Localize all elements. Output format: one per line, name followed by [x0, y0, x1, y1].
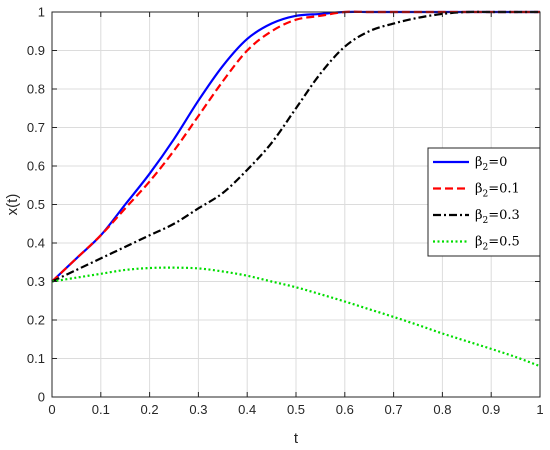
y-tick-label: 0.7: [27, 120, 45, 135]
x-tick-label: 0: [48, 402, 55, 417]
series-line-3: [51, 266, 541, 368]
ticks: [51, 11, 541, 398]
y-tick-label: 0.9: [27, 43, 45, 58]
x-tick-labels: 0 0.1 0.2 0.3 0.4 0.5 0.6 0.7 0.8 0.9 1: [48, 402, 543, 417]
x-tick-label: 0.1: [92, 402, 110, 417]
legend-label-2: β2=0.3: [475, 208, 520, 226]
y-tick-label: 1: [38, 5, 45, 20]
y-tick-label: 0.8: [27, 82, 45, 97]
legend-label-0: β2=0: [475, 155, 507, 173]
y-tick-label: 0.5: [27, 197, 45, 212]
y-tick-label: 0.4: [27, 236, 45, 251]
y-tick-labels: 0 0.1 0.2 0.3 0.4 0.5 0.6 0.7 0.8 0.9 1: [27, 5, 45, 405]
x-tick-label: 0.2: [141, 402, 159, 417]
y-tick-label: 0.6: [27, 159, 45, 174]
x-tick-label: 0.5: [287, 402, 305, 417]
y-tick-label: 0.3: [27, 274, 45, 289]
y-axis-label: x(t): [4, 194, 21, 216]
x-axis-label: t: [294, 430, 299, 447]
y-tick-label: 0: [38, 390, 45, 405]
x-tick-label: 0.4: [238, 402, 256, 417]
x-tick-label: 1: [536, 402, 543, 417]
x-tick-label: 0.9: [482, 402, 500, 417]
y-tick-label: 0.2: [27, 313, 45, 328]
legend-box: [427, 147, 541, 257]
legend: β2=0 β2=0.1 β2=0.3 β2=0.5: [427, 147, 541, 257]
x-tick-label: 0.3: [189, 402, 207, 417]
series-line-2: [51, 10, 540, 283]
x-tick-label: 0.7: [385, 402, 403, 417]
x-tick-label: 0.8: [433, 402, 451, 417]
y-tick-label: 0.1: [27, 351, 45, 366]
x-tick-label: 0.6: [336, 402, 354, 417]
legend-label-3: β2=0.5: [475, 235, 520, 253]
legend-label-1: β2=0.1: [475, 182, 520, 200]
